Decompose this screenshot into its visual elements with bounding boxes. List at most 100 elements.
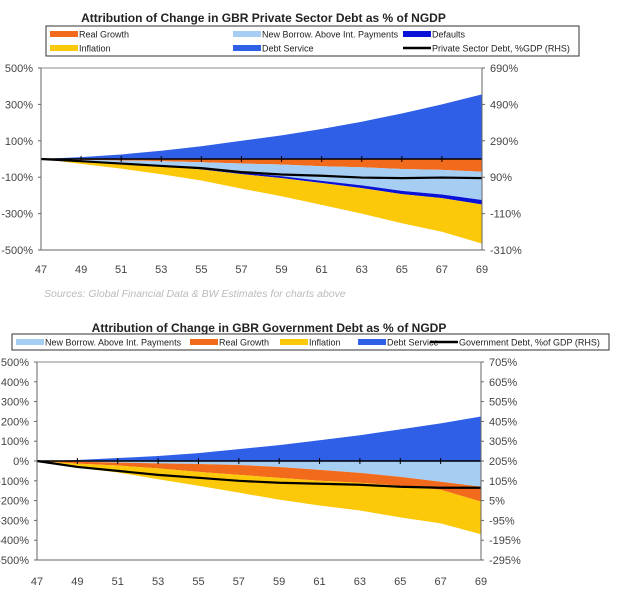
y2-tick-label: -310%	[490, 245, 522, 257]
x-tick-label: 61	[316, 264, 328, 276]
legend-item: Inflation	[50, 44, 111, 54]
x-tick-label: 53	[155, 264, 167, 276]
x-tick-label: 51	[112, 576, 124, 588]
x-tick-label: 51	[115, 264, 127, 276]
y-tick-label: -500%	[0, 555, 29, 567]
y2-tick-label: -295%	[489, 555, 521, 567]
x-tick-label: 47	[35, 264, 47, 276]
y2-tick-label: 90%	[490, 172, 512, 184]
y2-tick-label: 205%	[489, 456, 517, 468]
legend-label: Inflation	[79, 44, 111, 54]
legend-label: New Borrow. Above Int. Payments	[45, 338, 182, 348]
y-tick-label: 100%	[1, 436, 29, 448]
x-tick-label: 59	[275, 264, 287, 276]
legend-swatch	[50, 31, 78, 37]
legend-item: Defaults	[403, 30, 466, 40]
legend-label: Defaults	[432, 30, 466, 40]
y2-tick-label: 605%	[489, 377, 517, 389]
y2-tick-label: 690%	[490, 63, 518, 75]
legend-label: Debt Service	[387, 338, 439, 348]
x-tick-label: 67	[435, 576, 447, 588]
legend-label: Government Debt, %of GDP (RHS)	[459, 338, 600, 348]
y2-tick-label: 105%	[489, 476, 517, 488]
y-tick-label: -100%	[0, 476, 29, 488]
y-tick-label: -500%	[1, 245, 33, 257]
legend-box	[45, 25, 580, 57]
x-tick-label: 63	[356, 264, 368, 276]
x-tick-label: 63	[354, 576, 366, 588]
legend-item: Debt Service	[233, 44, 314, 54]
legend-item: Real Growth	[190, 338, 269, 348]
debt-line	[40, 157, 483, 180]
legend: New Borrow. Above Int. Payments Real Grow…	[11, 333, 610, 351]
legend-label: Private Sector Debt, %GDP (RHS)	[432, 44, 570, 54]
area-new-borrow-above-int-payments	[41, 159, 482, 200]
y2-tick-label: 505%	[489, 397, 517, 409]
legend-swatch	[403, 31, 431, 37]
y-tick-label: -300%	[1, 209, 33, 221]
areas	[41, 94, 482, 244]
y2-tick-label: 305%	[489, 436, 517, 448]
chart-2: Attribution of Change in GBR Government …	[0, 321, 610, 588]
y2-tick-label: -110%	[490, 209, 521, 221]
legend-swatch	[50, 45, 78, 51]
legend-swatch	[233, 31, 261, 37]
y2-tick-label: 290%	[490, 136, 518, 148]
area-debt-service	[37, 416, 481, 461]
area-inflation	[37, 461, 481, 535]
y-tick-label: 300%	[1, 397, 29, 409]
y-tick-label: 300%	[5, 99, 33, 111]
y-tick-label: 400%	[1, 377, 29, 389]
legend-swatch	[16, 339, 44, 345]
x-tick-label: 49	[71, 576, 83, 588]
legend-item: Inflation	[280, 338, 341, 348]
debt-line	[36, 459, 481, 489]
legend-item: Private Sector Debt, %GDP (RHS)	[403, 44, 570, 54]
y2-tick-label: 490%	[490, 99, 518, 111]
y-tick-label: -200%	[0, 496, 29, 508]
chart-1: Attribution of Change in GBR Private Sec…	[1, 11, 580, 300]
x-tick-label: 61	[313, 576, 325, 588]
source-note: Sources: Global Financial Data & BW Esti…	[44, 288, 346, 300]
x-tick-label: 65	[394, 576, 406, 588]
legend-item: New Borrow. Above Int. Payments	[233, 30, 399, 40]
y-tick-label: 100%	[5, 136, 33, 148]
y2-tick-label: 5%	[489, 496, 505, 508]
legend: Real Growth New Borrow. Above Int. Paymen…	[45, 25, 580, 57]
legend-item: Debt Service	[358, 338, 439, 348]
y2-tick-label: 705%	[489, 357, 517, 369]
x-tick-label: 67	[436, 264, 448, 276]
y-tick-label: 0%	[13, 456, 29, 468]
legend-box	[11, 333, 610, 351]
y2-tick-label: -95%	[489, 515, 515, 527]
x-tick-label: 65	[396, 264, 408, 276]
y-tick-label: 500%	[5, 63, 33, 75]
legend-swatch	[358, 339, 386, 345]
x-tick-label: 55	[192, 576, 204, 588]
legend-swatch	[190, 339, 218, 345]
area-debt-service	[41, 94, 482, 159]
legend-item: Real Growth	[50, 30, 129, 40]
y-tick-label: -400%	[0, 535, 29, 547]
x-tick-label: 55	[195, 264, 207, 276]
x-tick-label: 57	[235, 264, 247, 276]
legend-item: Government Debt, %of GDP (RHS)	[430, 338, 600, 348]
area-real-growth	[37, 461, 481, 502]
area-inflation	[41, 159, 482, 244]
chart-title: Attribution of Change in GBR Private Sec…	[81, 11, 446, 25]
legend-label: New Borrow. Above Int. Payments	[262, 30, 399, 40]
y2-tick-label: 405%	[489, 416, 517, 428]
x-tick-label: 69	[475, 576, 487, 588]
legend-swatch	[233, 45, 261, 51]
legend-label: Inflation	[309, 338, 341, 348]
x-tick-label: 47	[31, 576, 43, 588]
x-tick-label: 53	[152, 576, 164, 588]
legend-label: Debt Service	[262, 44, 314, 54]
y2-tick-label: -195%	[489, 535, 521, 547]
area-real-growth	[41, 159, 482, 172]
legend-label: Real Growth	[79, 30, 129, 40]
y-tick-label: -300%	[0, 515, 29, 527]
y-tick-label: -100%	[1, 172, 33, 184]
x-tick-label: 59	[273, 576, 285, 588]
y-tick-label: 500%	[1, 357, 29, 369]
